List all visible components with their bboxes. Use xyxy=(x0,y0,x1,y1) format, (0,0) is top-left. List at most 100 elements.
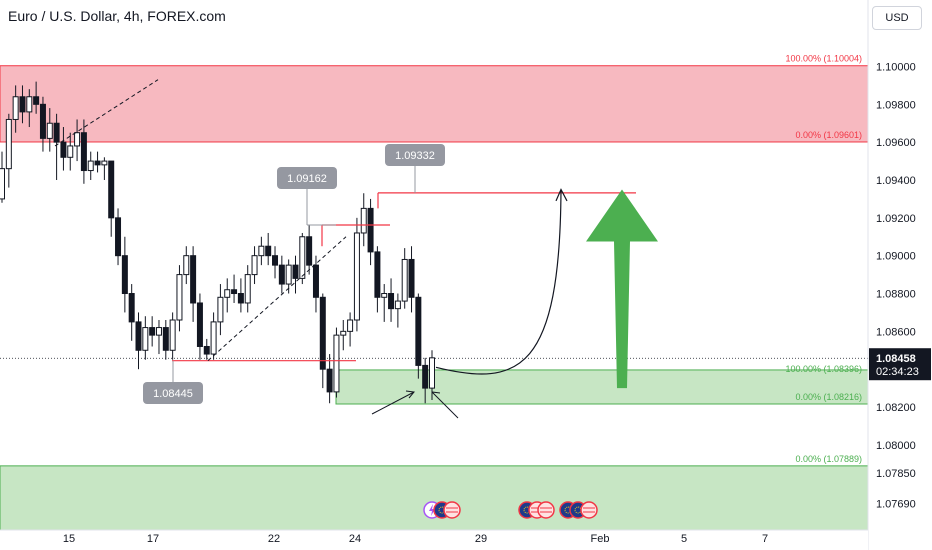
red-zone xyxy=(0,65,869,143)
candle-body xyxy=(142,327,149,351)
candle-body xyxy=(237,293,244,304)
candle-body xyxy=(12,96,19,120)
fib-label-top-100: 100.00% (1.10004) xyxy=(785,54,862,64)
green-zone xyxy=(335,369,869,405)
candle-body xyxy=(319,296,326,370)
pointer-arrowhead-2 xyxy=(431,391,441,400)
x-tick-label: 17 xyxy=(147,533,159,545)
candle-body xyxy=(46,122,53,139)
pointer-arrow-2 xyxy=(431,391,459,419)
candle-body xyxy=(33,96,40,105)
candle-body xyxy=(278,264,285,285)
candle-body xyxy=(265,245,272,257)
candle-body xyxy=(60,141,67,158)
candle-body xyxy=(244,274,251,304)
candle-body xyxy=(272,255,279,266)
candle-body xyxy=(115,217,122,257)
candle-body xyxy=(5,118,12,170)
fib-label-top-0: 0.00% (1.09601) xyxy=(795,130,862,140)
candle-body xyxy=(394,300,401,310)
y-tick-label: 1.08800 xyxy=(876,289,916,301)
candle-body xyxy=(217,296,224,323)
price-axis[interactable] xyxy=(868,0,932,550)
candle-body xyxy=(210,321,217,355)
callout-1-label: 1.09162 xyxy=(287,173,327,185)
x-tick-label: 7 xyxy=(762,533,768,545)
candle-body xyxy=(94,160,101,166)
current-price-box xyxy=(869,348,931,381)
candle-body xyxy=(162,327,169,351)
callout-1-box xyxy=(277,167,337,189)
y-tick-label: 1.08000 xyxy=(876,440,916,452)
candle-body xyxy=(306,236,313,266)
candle-body xyxy=(333,334,340,393)
candle-body xyxy=(39,103,46,139)
candle-body xyxy=(353,232,360,321)
chart-title: Euro / U.S. Dollar, 4h, FOREX.com xyxy=(8,8,226,24)
x-tick-label: 5 xyxy=(681,533,687,545)
countdown-label: 02:34:23 xyxy=(876,366,919,378)
candle-body xyxy=(203,345,210,355)
y-tick-label: 1.08200 xyxy=(876,402,916,414)
candle-body xyxy=(374,251,381,298)
candle-body xyxy=(224,289,231,298)
candle-body xyxy=(176,274,183,321)
y-tick-label: 1.07690 xyxy=(876,499,916,511)
candle-body xyxy=(429,357,435,389)
x-tick-label: 29 xyxy=(475,533,487,545)
candle-body xyxy=(326,368,333,393)
fib-label-mid-100: 100.00% (1.08396) xyxy=(785,364,862,374)
candle-body xyxy=(183,255,190,276)
candle-body xyxy=(401,258,408,302)
us-flag-icon[interactable] xyxy=(443,501,461,519)
up-arrow xyxy=(586,189,658,389)
candle-body xyxy=(422,364,429,389)
candle-body xyxy=(53,122,60,143)
candle-body xyxy=(367,207,374,253)
candle-body xyxy=(381,293,388,298)
candle-body xyxy=(258,245,265,257)
candle-body xyxy=(190,255,197,304)
callout-3-label: 1.08445 xyxy=(153,388,193,400)
currency-button[interactable]: USD xyxy=(872,6,922,30)
candle-body xyxy=(347,319,354,332)
candle-body xyxy=(101,160,108,166)
x-tick-label: 22 xyxy=(268,533,280,545)
pointer-arrow-1 xyxy=(371,391,415,415)
y-tick-label: 1.07850 xyxy=(876,468,916,480)
candle-body xyxy=(128,293,135,323)
candle-body xyxy=(155,327,162,336)
x-tick-label: 15 xyxy=(63,533,75,545)
candle-body xyxy=(415,296,422,366)
y-tick-label: 1.09400 xyxy=(876,175,916,187)
y-tick-label: 1.09000 xyxy=(876,251,916,263)
fib-label-low-0: 0.00% (1.07889) xyxy=(795,454,862,464)
us-flag-icon[interactable] xyxy=(580,501,598,519)
trendline-2 xyxy=(207,236,347,362)
candle-body xyxy=(292,264,299,279)
callout-2-box xyxy=(385,144,445,166)
candle-body xyxy=(19,96,26,113)
candle-body xyxy=(108,160,115,219)
fib-label-mid-0: 0.00% (1.08216) xyxy=(795,392,862,402)
candle-body xyxy=(285,264,292,285)
candle-body xyxy=(251,255,258,276)
candle-body xyxy=(340,330,347,336)
candle-body xyxy=(149,327,156,336)
candle-body xyxy=(135,321,142,351)
time-axis[interactable] xyxy=(0,530,868,550)
x-tick-label: 24 xyxy=(349,533,361,545)
y-tick-label: 1.09800 xyxy=(876,99,916,111)
candle-body xyxy=(26,96,33,113)
y-tick-label: 1.10000 xyxy=(876,61,916,73)
candle-body xyxy=(87,160,94,172)
candle-body xyxy=(360,207,367,234)
callout-3-box xyxy=(143,382,203,404)
y-tick-label: 1.09200 xyxy=(876,213,916,225)
candle-body xyxy=(74,132,81,147)
candle-body xyxy=(408,258,415,298)
candle-body xyxy=(196,302,203,347)
us-flag-icon[interactable] xyxy=(537,501,555,519)
candle-body xyxy=(312,264,319,298)
